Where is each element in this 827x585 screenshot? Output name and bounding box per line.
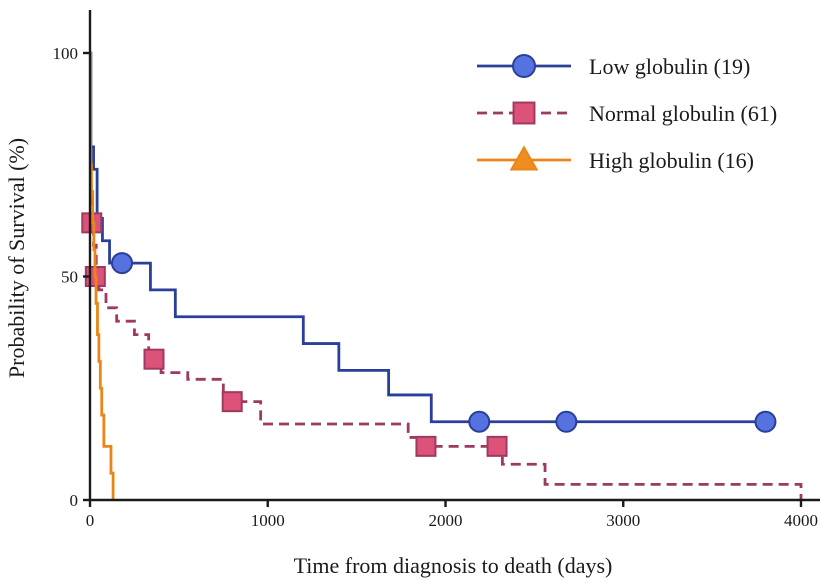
censor-marker-0 — [555, 410, 578, 433]
y-tick-label: 50 — [61, 268, 78, 287]
series-line-2 — [89, 51, 115, 500]
series-line-0 — [89, 51, 766, 424]
legend-marker-2 — [509, 145, 539, 171]
censor-marker-1 — [221, 391, 243, 413]
legend-marker-0 — [512, 54, 536, 78]
legend-label-2: High globulin (16) — [589, 148, 754, 173]
x-tick-label: 4000 — [784, 511, 818, 530]
tick-layer: 0 1000 2000 3000 4000 0 50 100 — [53, 44, 819, 530]
censor-marker-0 — [754, 410, 777, 433]
censor-marker-1 — [486, 435, 508, 457]
censor-marker-0 — [110, 252, 133, 275]
legend: Low globulin (19) Normal globulin (61) Hig… — [477, 54, 777, 173]
legend-label-1: Normal globulin (61) — [589, 101, 777, 126]
x-axis-title: Time from diagnosis to death (days) — [294, 553, 613, 578]
y-tick-label: 100 — [53, 44, 79, 63]
x-tick-label: 2000 — [429, 511, 463, 530]
censor-marker-0 — [468, 410, 491, 433]
x-tick-label: 1000 — [251, 511, 285, 530]
legend-marker-1 — [512, 101, 536, 125]
legend-label-0: Low globulin (19) — [589, 54, 750, 79]
x-tick-label: 0 — [86, 511, 95, 530]
series-layer — [81, 51, 803, 500]
censor-marker-1 — [415, 435, 437, 457]
x-tick-label: 3000 — [606, 511, 640, 530]
y-tick-label: 0 — [70, 491, 79, 510]
censor-marker-1 — [143, 348, 165, 370]
axes-layer — [88, 10, 820, 502]
y-axis-title: Probability of Survival (%) — [4, 138, 29, 378]
